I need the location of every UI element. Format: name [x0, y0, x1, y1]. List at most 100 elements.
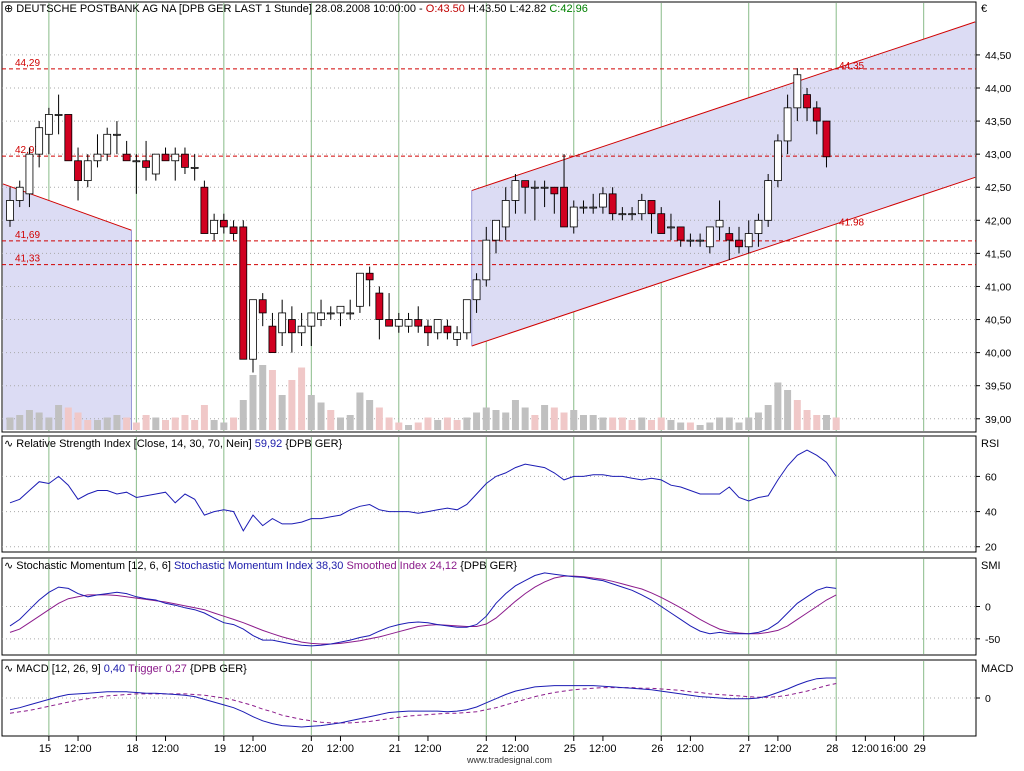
candle-down: [258, 299, 267, 314]
time-axis-label: 18: [126, 743, 138, 755]
volume-bar: [832, 417, 840, 430]
candle-up: [793, 74, 802, 109]
smi-header: ∿ Stochastic Momentum [12, 6, 6] Stochas…: [4, 560, 517, 573]
volume-bar: [531, 415, 539, 430]
volume-bar: [200, 405, 208, 430]
candle-up: [54, 114, 63, 116]
time-axis-label: 16:00: [881, 743, 909, 755]
candle-down: [229, 226, 238, 234]
candle-down: [560, 186, 568, 228]
candle-down: [181, 153, 189, 168]
volume-bar: [6, 417, 14, 430]
smi-axis-label: 0: [985, 602, 991, 614]
open-value: O:43.50: [425, 3, 465, 15]
volume-bar: [356, 392, 364, 430]
volume-bar: [55, 405, 63, 430]
smi-smoothed-line: [9, 575, 837, 645]
rsi-header-icon: ∿: [4, 438, 14, 450]
time-axis-label: 20: [301, 743, 313, 755]
price-axis-label: 42,00: [985, 215, 1011, 227]
candle-up: [433, 319, 442, 334]
candle-down: [268, 325, 277, 354]
volume-bar: [395, 422, 403, 430]
time-axis-label: 12:00: [764, 743, 792, 755]
candle-down: [142, 160, 150, 168]
candle-up: [249, 299, 257, 360]
candle-up: [783, 107, 792, 142]
time-axis-label: 21: [389, 743, 401, 755]
candle-up: [618, 213, 627, 216]
time-axis-label: 28: [826, 743, 838, 755]
candle-down: [424, 325, 432, 334]
candle-up: [579, 206, 588, 209]
volume-bar: [405, 425, 413, 430]
time-axis-label: 12:00: [501, 743, 529, 755]
volume-bar: [579, 415, 587, 430]
macd-axis-label: 0: [985, 693, 991, 705]
volume-bar: [686, 422, 694, 430]
macd-value: 0,40: [103, 663, 126, 675]
smi-header-icon: ∿: [4, 560, 14, 572]
smi-line: [9, 572, 837, 647]
candle-up: [356, 272, 364, 307]
candle-down: [385, 319, 393, 327]
channel-upper-line: [471, 21, 976, 192]
candle-down: [443, 325, 452, 334]
bar-datetime: 28.08.2008 10:00:00: [315, 3, 416, 15]
candle-up: [113, 133, 121, 136]
volume-bar: [754, 412, 762, 430]
down-trendline: [2, 183, 132, 231]
volume-bar: [336, 417, 344, 430]
volume-bar: [725, 417, 733, 430]
candle-up: [705, 226, 714, 248]
macd-header: ∿ MACD [12, 26, 9] 0,40 Trigger 0,27 {DP…: [4, 663, 247, 676]
candle-up: [317, 312, 325, 320]
volume-bar: [638, 417, 646, 430]
candle-up: [25, 153, 34, 195]
candle-up: [453, 332, 462, 340]
time-axis-label: 12:00: [326, 743, 354, 755]
macd-suffix: {DPB GER}: [189, 663, 247, 675]
volume-bar: [268, 370, 276, 430]
volume-bar: [434, 420, 442, 430]
high-value: H:43.50: [467, 3, 507, 15]
volume-bar: [550, 407, 558, 430]
price-axis-label: 44,00: [985, 83, 1011, 95]
volume-bar: [803, 410, 811, 430]
candle-up: [35, 127, 44, 155]
time-axis-label: 12:00: [676, 743, 704, 755]
level-annotation: 41.98: [839, 218, 864, 229]
volume-bar: [443, 417, 451, 430]
smi-panel-frame: [1, 557, 977, 656]
candle-up: [336, 305, 345, 314]
rsi-label: Relative Strength Index [Close, 14, 30, …: [16, 438, 252, 450]
instrument-name: DEUTSCHE POSTBANK AG NA [DPB GER LAST 1 …: [16, 3, 312, 15]
volume-bar: [25, 410, 33, 430]
candle-up: [589, 206, 598, 209]
price-axis-label: 39,50: [985, 381, 1011, 393]
time-axis-label: 25: [564, 743, 576, 755]
time-axis-label: 26: [651, 743, 663, 755]
volume-bar: [171, 417, 179, 430]
volume-bar: [560, 412, 568, 430]
volume-bar: [774, 382, 782, 430]
volume-bar: [473, 412, 481, 430]
time-axis-label: 12:00: [64, 743, 92, 755]
candle-up: [6, 200, 14, 221]
candle-up: [715, 219, 724, 228]
time-axis-label: 22: [476, 743, 488, 755]
volume-bar: [511, 400, 519, 430]
price-axis-label: 41,00: [985, 281, 1011, 293]
candle-up: [696, 239, 705, 242]
rsi-panel-name: RSI: [981, 438, 1000, 450]
channel-area-left: [3, 183, 132, 430]
macd-line: [9, 677, 837, 728]
volume-bar: [123, 417, 131, 430]
volume-bar: [239, 400, 247, 430]
time-axis-label: 12:00: [152, 743, 180, 755]
price-axis-label: 39,00: [985, 414, 1011, 426]
channel-lower-line: [471, 176, 976, 347]
volume-bar: [259, 365, 267, 430]
time-axis-label: 12:00: [239, 743, 267, 755]
candle-up: [667, 226, 675, 229]
